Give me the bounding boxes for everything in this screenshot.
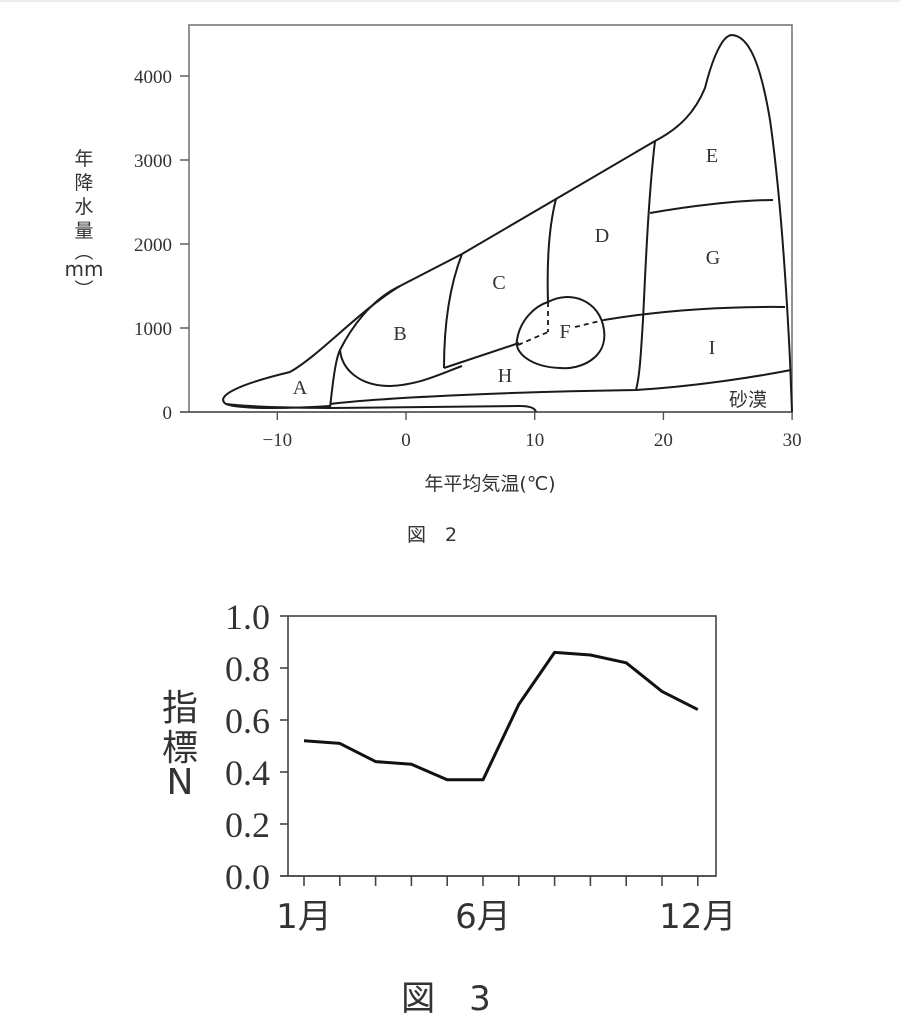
boundary-c-d (546, 198, 557, 303)
biome-boundaries (222, 33, 793, 413)
top-border (0, 0, 900, 2)
y-title-char: mm (65, 257, 104, 281)
figure-2-caption: 図 2 (407, 524, 457, 546)
x-tick-label: 20 (654, 430, 673, 451)
y-tick-label: 0.2 (225, 805, 270, 845)
figure-2-biome-diagram: 0 1000 2000 3000 4000 −10 0 10 20 30 A (65, 24, 802, 546)
x-tick-label: 6月 (455, 897, 511, 937)
y-title-char: 降 (74, 172, 93, 194)
boundary-d-i (603, 305, 786, 321)
y-title-char: ︶ (74, 279, 93, 301)
x-axis-title: 年平均気温(℃) (424, 473, 555, 495)
boundary-e-g (649, 199, 774, 214)
y-axis-ticks: 0.0 0.2 0.4 0.6 0.8 1.0 (225, 597, 716, 897)
boundary-b-h (339, 349, 463, 388)
y-tick-label: 1000 (134, 319, 172, 340)
y-title-char: 指 (162, 688, 198, 729)
y-tick-label: 4000 (134, 67, 172, 88)
region-label-f: F (559, 321, 570, 343)
y-tick-label: 3000 (134, 151, 172, 172)
y-axis-ticks: 0 1000 2000 3000 4000 (134, 67, 189, 424)
y-tick-label: 0.6 (225, 701, 270, 741)
desert-label: 砂漠 (729, 389, 767, 411)
y-tick-label: 1.0 (225, 597, 270, 637)
region-label-e: E (706, 145, 718, 167)
boundary-d-egi (635, 140, 656, 391)
region-label-h: H (498, 365, 512, 387)
f-dashed-boundaries (517, 302, 605, 346)
region-label-c: C (492, 272, 505, 294)
outer-envelope (222, 33, 793, 413)
figure-3-caption: 図 3 (401, 979, 491, 1019)
y-tick-label: 0.0 (225, 857, 270, 897)
region-label-i: I (709, 337, 716, 359)
y-title-char: N (167, 762, 194, 803)
x-tick-label: 12月 (659, 897, 736, 937)
plot-frame (287, 615, 717, 877)
y-tick-label: 0 (163, 403, 173, 424)
region-label-d: D (595, 225, 609, 247)
x-tick-label: 1月 (276, 897, 332, 937)
region-label-g: G (706, 247, 720, 269)
y-tick-label: 2000 (134, 235, 172, 256)
dashed-d-h (574, 319, 605, 328)
region-f-outline (515, 296, 606, 370)
y-tick-label: 0.4 (225, 753, 270, 793)
region-label-a: A (293, 377, 308, 399)
y-title-char: ︵ (74, 241, 93, 263)
x-tick-label: 30 (783, 430, 802, 451)
x-tick-label: −10 (262, 430, 292, 451)
x-tick-label: 10 (525, 430, 544, 451)
x-axis-ticks: −10 0 10 20 30 (180, 411, 802, 451)
dashed-c-h (517, 331, 549, 346)
y-title-char: 年 (74, 148, 93, 170)
x-tick-label: 0 (401, 430, 411, 451)
y-title-char: 量 (74, 220, 93, 242)
y-tick-label: 0.8 (225, 649, 270, 689)
boundary-c-h (443, 342, 520, 369)
y-title-char: 水 (74, 196, 93, 218)
boundary-a-b (329, 285, 401, 409)
y-axis-title: 指標N (162, 688, 198, 803)
region-label-b: B (393, 323, 406, 345)
index-n-line (303, 650, 699, 782)
boundary-desert (329, 369, 792, 405)
boundary-b-c (443, 253, 463, 369)
y-title-char: 標 (162, 728, 198, 769)
region-labels: A B C D E F G H I (293, 145, 720, 399)
x-axis-ticks: 1月 6月 12月 (276, 876, 736, 937)
tundra-bottom-line (225, 403, 537, 413)
